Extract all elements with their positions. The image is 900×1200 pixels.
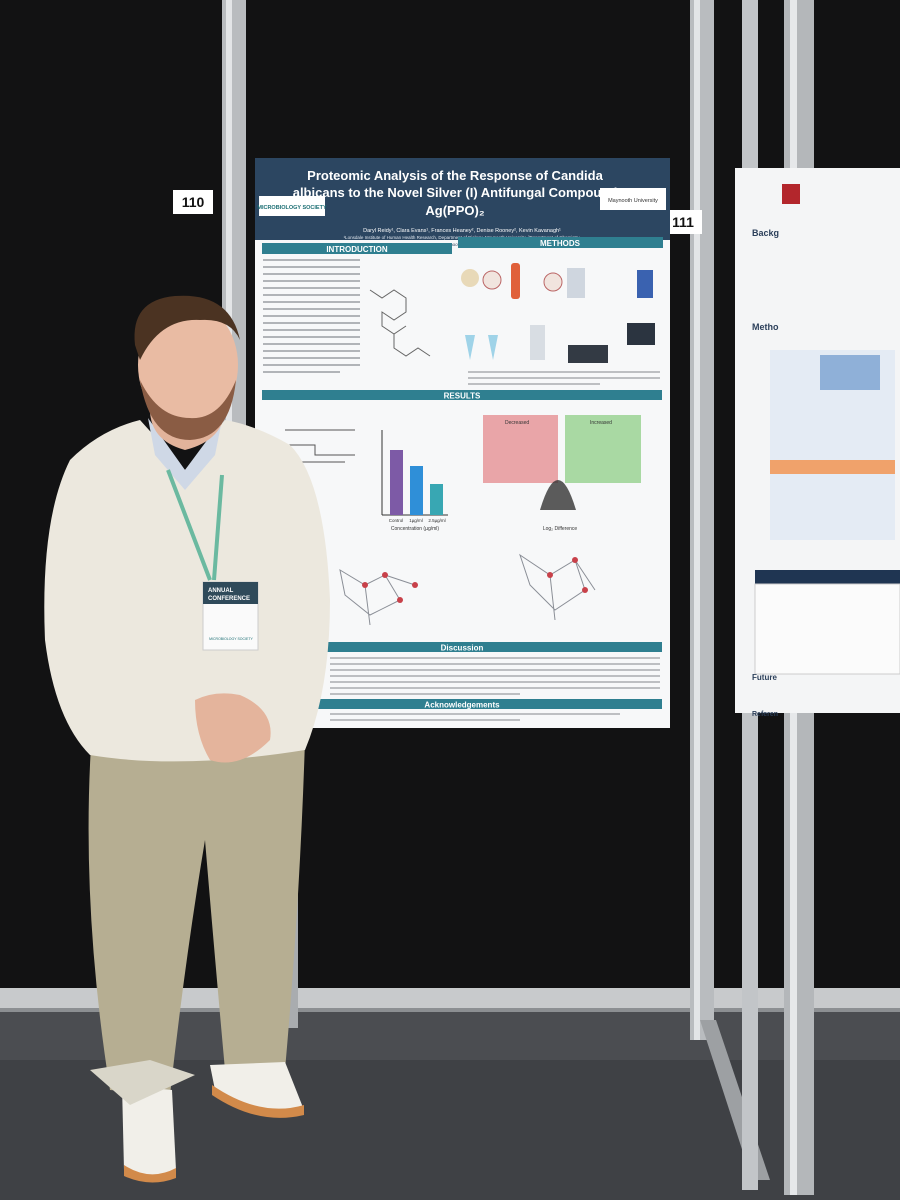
board-number-card <box>173 190 213 214</box>
volcano-label: Increased <box>590 420 612 426</box>
right-poster-heading: Metho <box>752 322 779 332</box>
figure-bar <box>390 450 403 515</box>
right-poster-logo <box>782 184 800 204</box>
network-nodes-part <box>572 557 578 563</box>
poster-authors: Daryl Reidy¹, Clara Evans¹, Frances Hean… <box>363 228 561 234</box>
flow-box <box>820 355 880 390</box>
shoe <box>122 1085 176 1176</box>
section-heading: INTRODUCTION <box>326 245 388 254</box>
section-bar <box>262 390 662 400</box>
trousers <box>88 730 305 1095</box>
network-nodes <box>362 557 588 603</box>
hands <box>195 693 271 763</box>
icon <box>568 345 608 363</box>
badge-text: ANNUAL <box>208 588 234 594</box>
right-poster-heading: Backg <box>752 228 779 238</box>
section-heading: METHODS <box>540 239 581 248</box>
intro-text-lines <box>263 259 360 373</box>
poster-title: Ag(PPO)₂ <box>425 203 484 218</box>
hair <box>134 295 240 360</box>
section-bar <box>458 237 663 248</box>
molecule <box>369 289 431 357</box>
face <box>138 303 238 427</box>
methods-icons <box>461 263 655 363</box>
volcano-region <box>483 415 558 483</box>
university-logo-text: Maynooth University <box>608 198 658 204</box>
figure-category: 2.5µg/ml <box>428 518 445 523</box>
icon <box>465 335 475 360</box>
right-poster-table <box>754 583 900 675</box>
post-highlight <box>694 0 700 1040</box>
icon <box>461 269 479 287</box>
lanyard <box>166 469 224 581</box>
right-poster-heading: Referen <box>752 711 778 718</box>
poster-title: albicans to the Novel Silver (I) Antifun… <box>293 185 618 200</box>
icon <box>627 323 655 345</box>
icon <box>567 268 585 298</box>
volcano-points <box>540 480 576 510</box>
board-number-card <box>664 210 702 234</box>
ack-text-lines <box>330 713 620 721</box>
figure-bar <box>430 484 443 515</box>
university-logo <box>600 188 666 210</box>
figure-axis-label: Concentration (µg/ml) <box>391 526 440 532</box>
person: ANNUAL CONFERENCE MICROBIOLOGY SOCIETY <box>44 295 331 1183</box>
badge-header <box>203 582 258 604</box>
section-bar <box>262 642 662 652</box>
shoe-sole <box>212 1085 304 1118</box>
discussion-text-lines <box>330 657 660 695</box>
right-poster-table-header <box>755 570 900 584</box>
flow-box <box>770 460 895 474</box>
society-logo <box>259 196 325 216</box>
badge-text: CONFERENCE <box>208 596 250 602</box>
network-nodes-part <box>397 597 403 603</box>
bag <box>90 1060 195 1105</box>
badge-society: MICROBIOLOGY SOCIETY <box>209 637 253 641</box>
section-bar <box>262 699 662 709</box>
section-bar <box>262 243 452 254</box>
network-nodes-part <box>412 582 418 588</box>
icon <box>488 335 498 360</box>
shirt-collar <box>148 418 222 490</box>
network-nodes-part <box>547 572 553 578</box>
section-heading: Acknowledgements <box>424 701 500 710</box>
sweater <box>44 420 331 762</box>
volcano-label: Decreased <box>505 420 529 426</box>
beard <box>140 380 236 440</box>
board-number: 110 <box>182 194 205 210</box>
network-nodes-part <box>382 572 388 578</box>
network-nodes-part <box>582 587 588 593</box>
icon <box>637 270 653 298</box>
post <box>690 0 714 1040</box>
rail-edge <box>0 1008 900 1012</box>
figure-category: Control <box>389 518 404 523</box>
volcano-region <box>565 415 641 483</box>
right-poster-heading: Future <box>752 673 777 682</box>
section-heading: RESULTS <box>444 392 481 401</box>
network-nodes-part <box>362 582 368 588</box>
icon <box>482 270 502 290</box>
figure-bar <box>410 466 423 515</box>
volcano-axis-label: Log₂ Difference <box>543 526 578 532</box>
methods-caption-lines <box>468 371 660 385</box>
board-number: 111 <box>672 214 694 230</box>
section-heading: Discussion <box>441 644 484 653</box>
icon <box>530 325 545 360</box>
society-logo-text: MICROBIOLOGY SOCIETY <box>257 205 327 211</box>
poster-title: Proteomic Analysis of the Response of Ca… <box>307 168 603 183</box>
figure-category: 1µg/ml <box>409 518 423 523</box>
shoe-sole <box>124 1165 176 1183</box>
icon <box>543 272 563 292</box>
icon <box>511 263 520 299</box>
